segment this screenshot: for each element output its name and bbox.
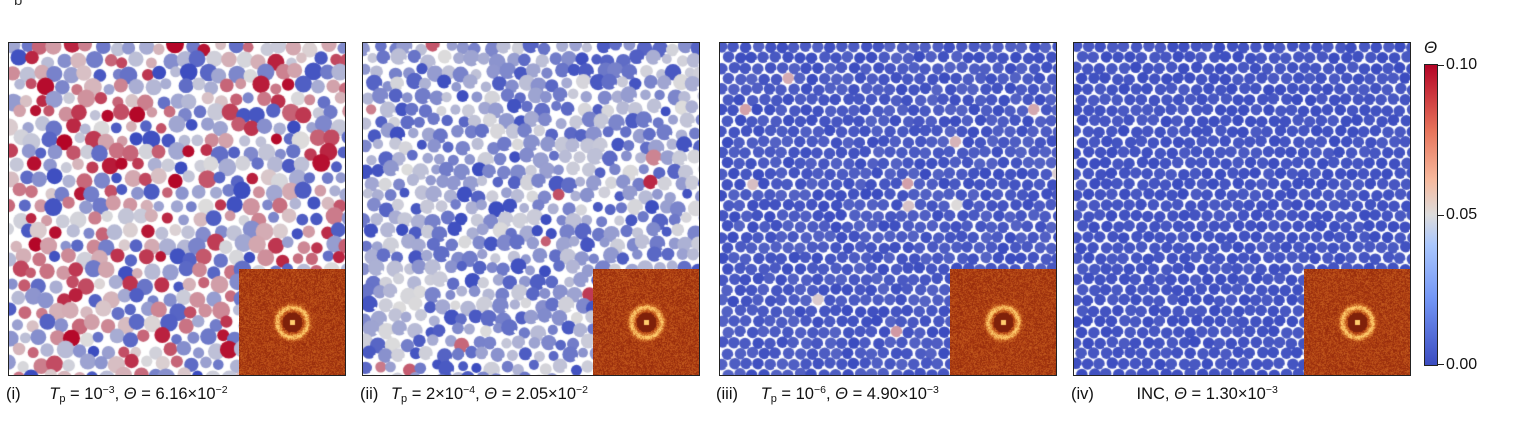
colorbar-tick-label: 0.10 — [1446, 56, 1478, 73]
param-equals: = — [65, 385, 85, 403]
diffraction-pattern-canvas — [239, 269, 345, 375]
theta-exponent: −2 — [215, 384, 228, 396]
diffraction-inset — [239, 269, 345, 375]
param-subscript: p — [59, 393, 66, 405]
diffraction-inset — [950, 269, 1056, 375]
panel-caption-i: (i) Tp = 10−3, Θ = 6.16×10−2 — [6, 384, 228, 405]
theta-value: = 2.05×10 — [497, 385, 577, 403]
colorbar-tick-mark — [1438, 65, 1444, 66]
panel-number: (i) — [6, 385, 21, 403]
param-exponent: −4 — [463, 384, 476, 396]
param-exponent: −6 — [813, 384, 826, 396]
param-exponent: −3 — [102, 384, 115, 396]
param-base: 10 — [84, 385, 103, 403]
colorbar-tick-mark — [1438, 215, 1444, 216]
colorbar-tick-label: 0.05 — [1446, 206, 1478, 223]
colorbar-tick-mark — [1438, 364, 1444, 365]
theta-value: = 1.30×10 — [1186, 385, 1266, 403]
separator: , — [114, 385, 124, 403]
param-subscript: p — [770, 393, 777, 405]
separator: , — [825, 385, 836, 403]
theta-symbol: Θ — [484, 385, 498, 403]
panel-caption-ii: (ii) Tp = 2×10−4, Θ = 2.05×10−2 — [360, 384, 588, 405]
panel-number: (iv) — [1071, 385, 1094, 403]
theta-symbol: Θ — [123, 385, 137, 403]
particle-map-panel-ii — [362, 42, 700, 376]
panel-caption-iv: (iv) INC, Θ = 1.30×10−3 — [1071, 384, 1278, 404]
theta-symbol: Θ — [835, 385, 848, 403]
param-symbol: INC — [1136, 385, 1165, 403]
panel-caption-iii: (iii) Tp = 10−6, Θ = 4.90×10−3 — [716, 384, 939, 405]
separator: , — [475, 385, 485, 403]
figure-panel-letter: b — [14, 0, 23, 9]
colorbar — [1424, 64, 1438, 366]
theta-exponent: −3 — [1265, 384, 1278, 396]
particle-map-panel-i — [8, 42, 346, 376]
theta-value: = 6.16×10 — [136, 385, 216, 403]
param-subscript: p — [401, 393, 408, 405]
param-equals: = — [407, 385, 426, 403]
colorbar-tick-label: 0.00 — [1446, 356, 1478, 373]
panel-number: (iii) — [716, 385, 738, 403]
theta-exponent: −2 — [576, 384, 589, 396]
diffraction-pattern-canvas — [950, 269, 1056, 375]
theta-exponent: −3 — [926, 384, 939, 396]
colorbar-title: Θ — [1424, 38, 1438, 57]
param-equals: = — [776, 385, 796, 403]
diffraction-inset — [593, 269, 699, 375]
theta-value: = 4.90×10 — [847, 385, 927, 403]
param-symbol: T — [49, 385, 60, 403]
particle-map-panel-iii — [719, 42, 1057, 376]
param-base: 2×10 — [425, 385, 464, 403]
separator: , — [1164, 385, 1175, 403]
diffraction-pattern-canvas — [1304, 269, 1410, 375]
diffraction-pattern-canvas — [593, 269, 699, 375]
param-symbol: T — [390, 385, 402, 403]
particle-map-panel-iv — [1073, 42, 1411, 376]
theta-symbol: Θ — [1174, 385, 1187, 403]
panel-number: (ii) — [360, 385, 379, 403]
diffraction-inset — [1304, 269, 1410, 375]
param-symbol: T — [760, 385, 771, 403]
param-base: 10 — [795, 385, 814, 403]
